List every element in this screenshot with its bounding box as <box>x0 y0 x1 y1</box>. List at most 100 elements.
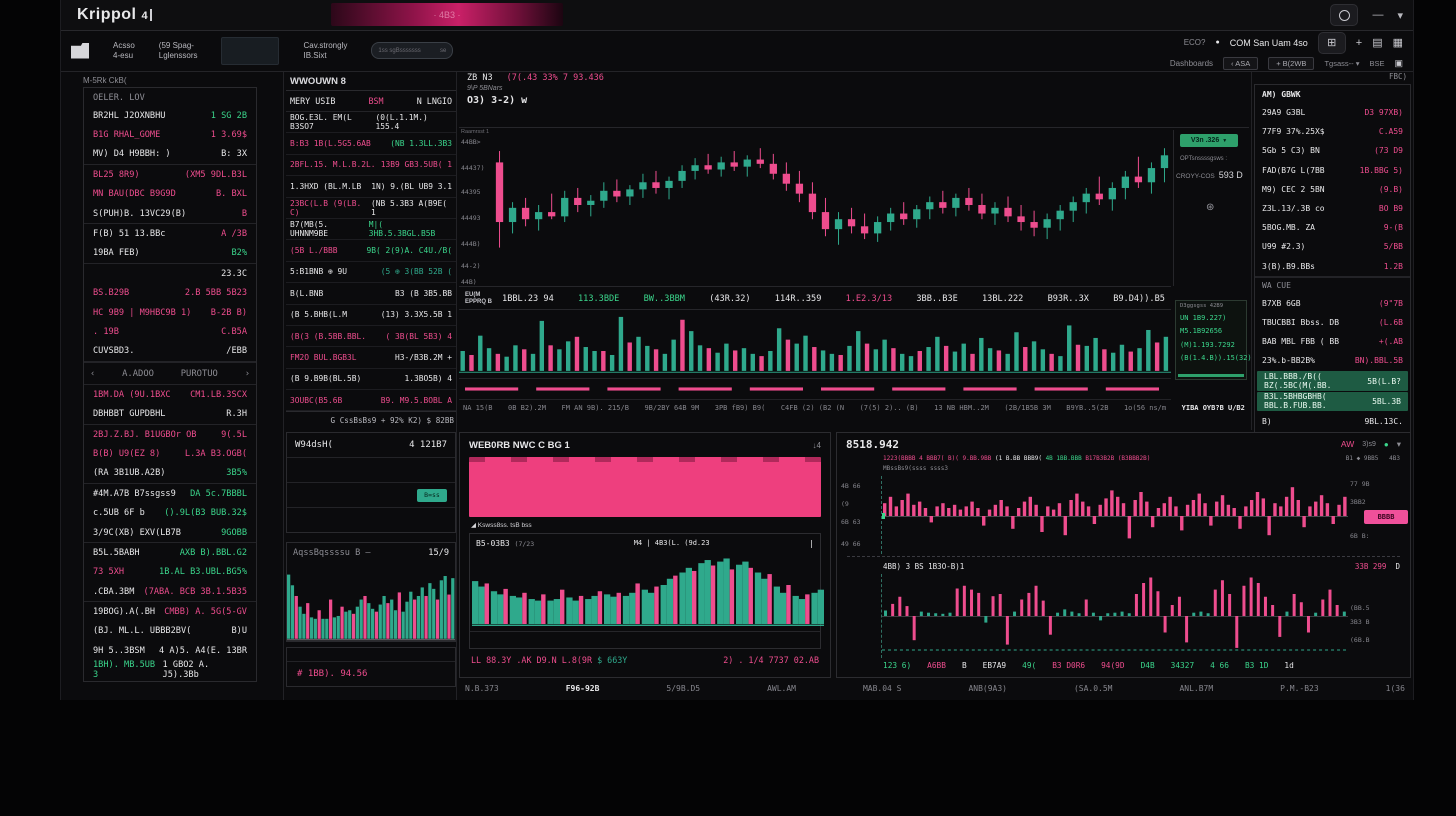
orderbook-row[interactable]: (B(3 (B.5BB.BBL. ( 3B(BL 5B3) 4 <box>286 326 456 348</box>
market-info-row[interactable]: 3(B).B9.BBs 1.2B <box>1255 257 1410 277</box>
order-form-row[interactable]: B=ss <box>287 483 455 509</box>
dashboard-button-1[interactable]: ‹ ASA <box>1223 56 1259 70</box>
market-info-row[interactable]: B3L.5BHBGBHB( BBL.B.FUB.BB. 5BL.3B <box>1257 391 1408 411</box>
orderbook-row[interactable]: 3OUBC(B5.6B B9. M9.5.BOBL A <box>286 390 456 412</box>
orderbook-row[interactable]: (B 5.BHB(L.M (13) 3.3X5.5B 1 <box>286 305 456 326</box>
chart-mode-icon[interactable] <box>71 42 89 59</box>
chevron-down-icon[interactable]: ▾ <box>1397 9 1403 22</box>
watchlist-row[interactable]: B5L.5BABH AXB B).BBL.G2 <box>84 543 256 562</box>
dashboard-button-2[interactable]: + B(2WB <box>1268 56 1315 70</box>
promo-banner[interactable]: · 4B3 · <box>331 3 563 26</box>
order-form-row[interactable] <box>287 508 455 532</box>
candlestick-chart[interactable] <box>493 130 1171 286</box>
scale-note-value: 593 D <box>1218 170 1243 180</box>
watchlist-row[interactable]: 3/9C(XB) EXV(LB7B 9GOBB <box>84 523 256 544</box>
watchlist-row[interactable]: HC 9B9 | M9HBC9B 1) B-2B B) <box>84 303 256 322</box>
watchlist-row[interactable]: c.5UB 6F b ().9L(B3 BUB.32$ <box>84 503 256 522</box>
watchlist-row[interactable]: 19BA FEB) B2% <box>84 244 256 265</box>
chevron-down-icon[interactable]: ▾ <box>1396 438 1401 449</box>
row-label: 3/9C(XB) EXV(LB7B <box>93 527 181 538</box>
orderbook-row[interactable]: 23BC(L.B (9(LB. C) (NB 5.3B3 A(B9E( 1 <box>286 198 456 219</box>
watchlist-row[interactable]: 2BJ.Z.BJ. B1UGBOr OB 9(.5L <box>84 425 256 444</box>
market-info-row[interactable]: 5Gb 5 C3) BN (73 D9 <box>1255 141 1410 160</box>
watchlist-row[interactable]: S(PUH)B. 13VC29(B) B <box>84 204 256 225</box>
orderbook-row[interactable]: 5:B1BNB ⊕ 9U (5 ⊕ 3(BB 52B ( <box>286 262 456 284</box>
time-axis-label: C4FB (2) (B2 (N <box>780 404 845 412</box>
watchlist-row[interactable]: BR2HL J2OXNBHU 1 SG 2B <box>84 106 256 125</box>
market-info-row[interactable]: 23%.b-BB2B% BN).BBL.5B <box>1255 351 1410 370</box>
orderbook-row[interactable]: B:B3 1B(L.5G5.6AB (NB 1.3LL.3B3 <box>286 133 456 155</box>
account-label: COM San Uam 4so <box>1229 37 1308 48</box>
row-value: D3 97XB) <box>1364 108 1403 118</box>
market-info-row[interactable]: 5BOG.MB. ZA 9-(B <box>1255 218 1410 237</box>
cse-label[interactable]: BSE <box>1369 58 1385 68</box>
toolbar-item-2[interactable]: (59 Spag- Lglenssors <box>159 41 198 61</box>
watchlist-row[interactable]: DBHBBT GUPDBHL R.3H <box>84 404 256 425</box>
watchlist-row[interactable]: .CBA.3BM (7ABA. BCB 3B.1.5B35 <box>84 582 256 603</box>
oscillator-zone: 4B 66 (9 6B 63 49 66 77 9B 3BB2 BBBB 6B … <box>837 476 1410 554</box>
watchlist-row[interactable]: B1G RHAL_GOME 1 3.69$ <box>84 125 256 144</box>
status-dot-icon: ● <box>1383 439 1389 449</box>
orderbook-row[interactable]: B7(MB(5. UHNNM9BE M|( 3HB.5.3BGL.B5B <box>286 219 456 241</box>
market-info-row[interactable]: 29A9 G3BL D3 97XB) <box>1255 103 1410 122</box>
watchlist-row[interactable]: #4M.A7B B7ssgss9 DA 5c.7BBBL <box>84 484 256 503</box>
watchlist-row[interactable]: F(B) 51 13.BBc A /3B <box>84 224 256 243</box>
watchlist-row[interactable]: MV) D4 H9BBH: ) B: 3X <box>84 145 256 166</box>
watchlist-row[interactable]: . 19B C.B5A <box>84 322 256 341</box>
layout-icon[interactable]: ▣ <box>1394 57 1403 68</box>
row-label: B) <box>1262 416 1272 426</box>
watchlist-row[interactable]: 73 5XH 1B.AL B3.UBL.BG5% <box>84 563 256 582</box>
toolbar-item-3[interactable]: Cav.strongly IB.Sixt <box>303 41 347 61</box>
watchlist-row[interactable]: MN BAU(DBC B9G9D B. BXL <box>84 185 256 204</box>
watchlist-row[interactable]: BS.B29B 2.B 5BB 5B23 <box>84 284 256 303</box>
orderbook-row[interactable]: 2BFL.15. M.L.B.2L. 13B9 GB3.5UB( 1 <box>286 155 456 177</box>
market-info-row[interactable]: FAD(B7G L(7BB 1B.BBG 5) <box>1255 161 1410 180</box>
orderbook-row[interactable]: (B 9.B9B(BL.5B) 1.3BO5B) 4 <box>286 369 456 391</box>
add-icon[interactable]: + <box>1355 36 1363 49</box>
watchlist-row[interactable]: BL25 8R9) (XM5 9DL.B3L <box>84 165 256 184</box>
watchlist-row[interactable]: B(B) U9(EZ 8) L.3A B3.OGB( <box>84 444 256 463</box>
watchlist-row[interactable]: (BJ. ML.L. UBBB2BV(B)U <box>84 622 256 641</box>
minimize-icon[interactable]: — <box>1372 9 1384 21</box>
grid-button[interactable]: ⊞ <box>1317 31 1346 54</box>
symbol-label[interactable]: ZB N3 <box>467 73 493 83</box>
watchlist-row[interactable]: 9H 5..3BSM 4 A)5. A4(E. 13BR <box>84 641 256 660</box>
market-info-row[interactable]: B) 9BL.13C. <box>1255 412 1410 431</box>
toolbar-item-1[interactable]: Acsso 4-esu <box>113 41 135 61</box>
panel-icon[interactable]: ▦ <box>1392 37 1403 49</box>
market-info-row[interactable]: M9) CEC 2 5BN (9.B) <box>1255 180 1410 199</box>
order-form-row[interactable] <box>287 458 455 484</box>
submit-order-button[interactable]: B=ss <box>417 488 447 502</box>
market-info-row[interactable]: U99 #2.3) 5/BB <box>1255 237 1410 256</box>
watchlist-row[interactable]: (RA 3B1UB.A2B) 3B5% <box>84 464 256 485</box>
orderbook-row[interactable]: B(L.BNB B3 (B 3B5.BB <box>286 283 456 305</box>
app-logo[interactable]: Krippol 4 <box>77 6 153 24</box>
search-input[interactable]: 1ss sgBsssssss se <box>371 42 454 59</box>
watchlist-row[interactable]: CUVSBD3. /EBB <box>84 342 256 363</box>
market-info-row[interactable]: Z3L.13/.3B co BO B9 <box>1255 199 1410 218</box>
notification-button[interactable] <box>1330 4 1359 26</box>
target-icon[interactable]: ⊛ <box>1206 202 1215 213</box>
market-info-row[interactable]: B7XB 6GB (9"7B <box>1255 294 1410 313</box>
watchlist-row[interactable]: 1BM.DA (9U.1BXC CM1.LB.3SCX <box>84 385 256 404</box>
row-label: (BJ. ML.L. UBBB2BV( <box>93 626 192 637</box>
market-info-row[interactable]: 77F9 37%.25X$ C.A59 <box>1255 122 1410 141</box>
watchlist-row[interactable]: 1BH). MB.5UB 3 1 GBO2 A. J5).3Bb <box>84 660 256 680</box>
download-icon[interactable]: ↓4 <box>812 440 821 450</box>
layout-dropdown[interactable]: Tgsass-- ▾ <box>1324 59 1359 68</box>
watchlist-row[interactable]: 19BOG).A(.BH CMBB) A. 5G(5-GV <box>84 602 256 621</box>
market-info-row[interactable]: LBL.BBB./B(( BZ(.5BC(M(.BB. 5B(L.B? <box>1257 371 1408 391</box>
orderbook-row[interactable]: BOG.E3L. EM(L B3SO7 (0(L.1.1M.) 155.4 <box>286 112 456 134</box>
list-section-header[interactable]: WA CUE <box>1255 276 1410 294</box>
orderbook-row[interactable]: FM2O BUL.BGB3L H3-/B3B.2M + <box>286 347 456 369</box>
watchlist-row[interactable]: 23.3C <box>84 264 256 283</box>
market-info-row[interactable]: TBUCBBI Bbss. DB (L.6B <box>1255 313 1410 332</box>
depth-value: 15/9 <box>428 548 449 559</box>
histogram-icon[interactable]: D <box>1395 562 1400 571</box>
orderbook-row[interactable]: 1.3HXD (BL.M.LB 1N) 9.(BL UB9 3.1 <box>286 176 456 198</box>
color-swatch[interactable] <box>221 36 280 65</box>
orderbook-row[interactable]: (5B L./BBB 9B( 2(9)A. C4U./B( <box>286 240 456 262</box>
list-section-header[interactable]: ‹ A.ADOO PUROTUO › <box>84 362 256 386</box>
book-icon[interactable]: ▤ <box>1372 37 1383 49</box>
market-info-row[interactable]: BAB MBL FBB ( BB +(.AB <box>1255 332 1410 351</box>
